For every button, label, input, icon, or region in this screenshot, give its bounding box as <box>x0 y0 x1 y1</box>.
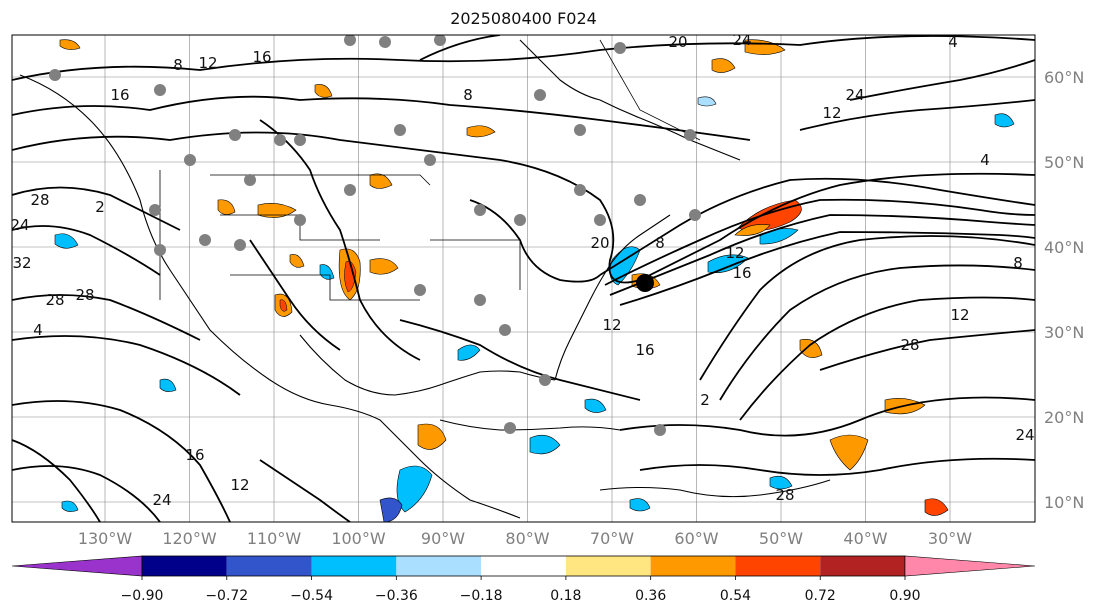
colorbar-segment <box>565 556 651 576</box>
longitude-label: 100°W <box>331 529 386 548</box>
longitude-label: 50°W <box>759 529 803 548</box>
contour-label: 8 <box>173 56 183 74</box>
colorbar-segment <box>226 556 312 576</box>
latitude-label: 50°N <box>1044 153 1084 172</box>
colorbar-segment <box>311 556 397 576</box>
contour-label: 28 <box>900 336 919 354</box>
latitude-label: 60°N <box>1044 68 1084 87</box>
contour-label: 28 <box>45 291 64 309</box>
latitude-labels: 60°N 50°N 40°N 30°N 20°N 10°N <box>1044 68 1084 512</box>
colorbar-segment <box>735 556 821 576</box>
contour-label: 2 <box>95 198 105 216</box>
longitude-label: 120°W <box>162 529 217 548</box>
latitude-label: 40°N <box>1044 238 1084 257</box>
colorbar-tick-labels: −0.90 −0.72 −0.54 −0.36 −0.18 0.18 0.36 0.54 0.7… <box>121 576 921 604</box>
colorbar-segment <box>650 556 736 576</box>
latitude-label: 10°N <box>1044 493 1084 512</box>
contour-label: 12 <box>822 104 841 122</box>
contour-label: 12 <box>230 476 249 494</box>
longitude-label: 70°W <box>590 529 634 548</box>
contour-label: 24 <box>1015 426 1034 444</box>
map-title: 2025080400 F024 <box>450 9 597 28</box>
colorbar-tick-label: −0.54 <box>290 588 333 604</box>
colorbar <box>11 555 1036 577</box>
contour-label: 12 <box>950 306 969 324</box>
colorbar-segment <box>142 556 227 576</box>
colorbar-tick-label: −0.18 <box>460 588 503 604</box>
colorbar-segment <box>396 556 482 576</box>
longitude-label: 40°W <box>843 529 887 548</box>
contour-label: 24 <box>10 216 29 234</box>
contour-label: 20 <box>668 33 687 51</box>
latitude-label: 30°N <box>1044 323 1084 342</box>
contour-label: 28 <box>75 286 94 304</box>
colorbar-tick-label: 0.90 <box>889 588 920 604</box>
colorbar-segment <box>820 556 905 576</box>
colorbar-tick-label: −0.90 <box>121 588 164 604</box>
contour-label: 8 <box>655 234 665 252</box>
longitude-labels: 130°W 120°W 110°W 100°W 90°W 80°W 70°W 60°W 50°W… <box>78 529 972 548</box>
station-markers <box>49 35 701 436</box>
longitude-label: 90°W <box>421 529 465 548</box>
colorbar-extension-high <box>904 555 1036 577</box>
contour-label: 12 <box>198 54 217 72</box>
contour-label: 8 <box>463 86 473 104</box>
longitude-label: 80°W <box>505 529 549 548</box>
contour-label: 28 <box>30 191 49 209</box>
contour-label: 12 <box>725 244 744 262</box>
colorbar-segment <box>481 556 566 576</box>
contour-lines <box>12 35 1035 522</box>
shaded-field <box>54 39 1015 522</box>
latitude-label: 20°N <box>1044 408 1084 427</box>
contour-label: 24 <box>732 31 751 49</box>
storm-center-marker <box>636 274 654 292</box>
contour-label: 16 <box>110 86 129 104</box>
contour-label: 4 <box>948 33 958 51</box>
longitude-label: 60°W <box>674 529 718 548</box>
colorbar-tick-label: 0.36 <box>635 588 666 604</box>
colorbar-tick-label: 0.72 <box>805 588 836 604</box>
colorbar-extension-low <box>11 555 143 577</box>
contour-label: 16 <box>732 264 751 282</box>
contour-label: 12 <box>602 316 621 334</box>
contour-label: 32 <box>12 254 31 272</box>
map-area <box>12 35 1035 522</box>
coastlines <box>19 39 831 519</box>
contour-label: 24 <box>845 86 864 104</box>
longitude-label: 110°W <box>247 529 302 548</box>
colorbar-tick-label: −0.72 <box>205 588 248 604</box>
contour-label: 16 <box>252 48 271 66</box>
contour-label: 8 <box>1013 254 1023 272</box>
colorbar-tick-label: 0.54 <box>720 588 751 604</box>
colorbar-tick-label: 0.18 <box>550 588 581 604</box>
contour-label: 20 <box>590 234 609 252</box>
contour-label: 24 <box>152 491 171 509</box>
longitude-label: 130°W <box>78 529 133 548</box>
contour-label: 16 <box>185 446 204 464</box>
contour-label: 2 <box>700 391 710 409</box>
contour-label: 4 <box>980 151 990 169</box>
contour-label: 16 <box>635 341 654 359</box>
colorbar-tick-label: −0.36 <box>375 588 418 604</box>
longitude-label: 30°W <box>928 529 972 548</box>
contour-label: 4 <box>33 321 43 339</box>
map-frame <box>11 34 1036 523</box>
contour-label: 28 <box>775 486 794 504</box>
